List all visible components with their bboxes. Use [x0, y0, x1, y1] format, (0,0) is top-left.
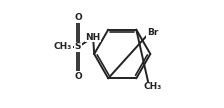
- Text: NH: NH: [86, 33, 101, 42]
- Text: CH₃: CH₃: [54, 42, 72, 52]
- Text: Br: Br: [147, 28, 158, 37]
- Text: O: O: [74, 13, 82, 22]
- Text: CH₃: CH₃: [143, 82, 162, 91]
- Text: O: O: [74, 72, 82, 81]
- Text: S: S: [75, 42, 81, 52]
